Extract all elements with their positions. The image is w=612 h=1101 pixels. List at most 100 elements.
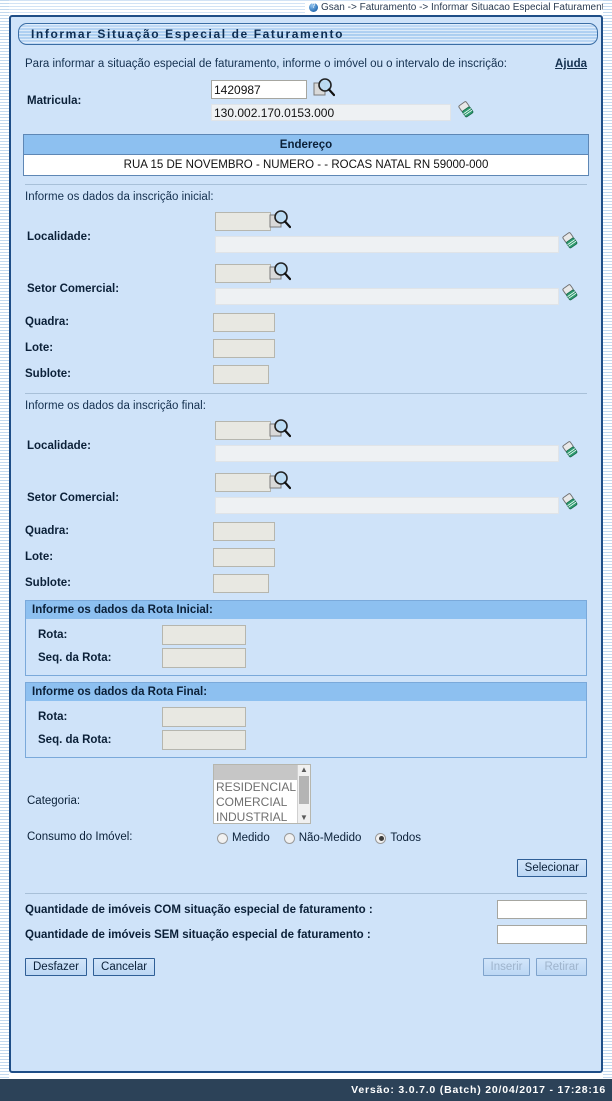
radio-nao-medido[interactable] (283, 832, 295, 844)
intro-text: Para informar a situação especial de fat… (25, 58, 507, 70)
radio-medido-label[interactable]: Medido (232, 832, 270, 844)
breadcrumb: Gsan -> Faturamento -> Informar Situacao… (304, 1, 610, 13)
localidade-inicial-search-icon[interactable] (269, 209, 292, 231)
localidade-final-code-input[interactable] (215, 421, 271, 440)
selecionar-row: Selecionar (23, 859, 587, 877)
action-button-bar: Desfazer Cancelar Inserir Retirar (25, 958, 587, 976)
selecionar-button[interactable]: Selecionar (516, 859, 587, 877)
matricula-input[interactable] (211, 80, 307, 99)
localidade-final-desc-input (215, 445, 559, 462)
localidade-final-search-icon[interactable] (269, 418, 292, 440)
localidade-final-eraser-icon[interactable] (561, 440, 581, 460)
categoria-options[interactable]: RESIDENCIAL COMERCIAL INDUSTRIAL (214, 765, 297, 823)
sublote-inicial-input[interactable] (213, 364, 269, 384)
lote-inicial-input[interactable] (213, 338, 275, 358)
app-window: Informar Situação Especial de Faturament… (9, 15, 603, 1073)
matricula-eraser-icon[interactable] (457, 100, 477, 120)
retirar-button[interactable]: Retirar (536, 958, 587, 976)
quantidade-sem-row: Quantidade de imóveis SEM situação espec… (25, 925, 587, 944)
table-header-row: Endereço (23, 134, 589, 155)
quadra-final-label: Quadra: (25, 525, 70, 537)
radio-todos[interactable] (375, 832, 387, 844)
categoria-row: Categoria: RESIDENCIAL COMERCIAL INDUSTR… (23, 763, 589, 829)
categoria-option-1[interactable]: RESIDENCIAL (216, 780, 297, 794)
categoria-scrollbar[interactable]: ▲ ▼ (297, 765, 310, 823)
setor-inicial-search-icon[interactable] (269, 261, 292, 283)
quantidade-com-input[interactable] (497, 900, 587, 919)
setor-inicial-eraser-icon[interactable] (561, 283, 581, 303)
setor-final-eraser-icon[interactable] (561, 492, 581, 512)
matricula-search-icon[interactable] (313, 77, 336, 99)
lote-inicial-label: Lote: (25, 342, 54, 354)
left-gutter (0, 0, 9, 1101)
sublote-final-row: Sublote: (23, 572, 589, 594)
setor-final-search-icon[interactable] (269, 470, 292, 492)
rota-inicial-group: Informe os dados da Rota Inicial: Rota: … (25, 600, 587, 676)
categoria-option-3[interactable]: INDUSTRIAL (216, 810, 288, 824)
right-gutter (603, 0, 612, 1101)
rota-inicial-seq-label: Seq. da Rota: (38, 651, 112, 664)
localidade-inicial-code-input[interactable] (215, 212, 271, 231)
setor-final-label: Setor Comercial: (27, 492, 120, 504)
quadra-final-row: Quadra: (23, 520, 589, 542)
rota-final-header: Informe os dados da Rota Final: (26, 683, 586, 701)
setor-inicial-label: Setor Comercial: (27, 283, 120, 295)
rota-final-seq-row: Seq. da Rota: (26, 728, 586, 751)
radio-medido[interactable] (217, 832, 228, 844)
endereco-table: Endereço RUA 15 DE NOVEMBRO - NUMERO - -… (23, 134, 589, 176)
setor-final-code-input[interactable] (215, 473, 271, 492)
localidade-inicial-desc-input (215, 236, 559, 253)
quantidade-com-label: Quantidade de imóveis COM situação espec… (25, 903, 373, 916)
divider-2 (25, 393, 587, 394)
scrollbar-thumb[interactable] (299, 776, 309, 804)
setor-inicial-desc-input (215, 288, 559, 305)
ajuda-link[interactable]: Ajuda (555, 58, 587, 70)
scroll-up-arrow-icon[interactable]: ▲ (300, 765, 308, 774)
categoria-option-0[interactable] (214, 765, 297, 780)
inserir-button[interactable]: Inserir (482, 958, 531, 976)
quantidade-com-row: Quantidade de imóveis COM situação espec… (25, 900, 587, 919)
inscricao-final-label: Informe os dados da inscrição final: (25, 400, 206, 412)
rota-inicial-rota-input[interactable] (162, 624, 246, 645)
rota-final-body: Rota: Seq. da Rota: (26, 701, 586, 757)
categoria-listbox[interactable]: RESIDENCIAL COMERCIAL INDUSTRIAL ▲ ▼ (213, 764, 311, 824)
inscricao-inicial-label: Informe os dados da inscrição inicial: (25, 191, 214, 203)
rota-inicial-body: Rota: Seq. da Rota: (26, 619, 586, 675)
sublote-final-label: Sublote: (25, 577, 71, 589)
intro-row: Para informar a situação especial de fat… (25, 58, 589, 70)
consumo-row: Consumo do Imóvel: Medido Não-Medido Tod… (23, 829, 589, 851)
quadra-inicial-label: Quadra: (25, 316, 70, 328)
consumo-label: Consumo do Imóvel: (27, 831, 133, 843)
scroll-down-arrow-icon[interactable]: ▼ (300, 813, 308, 822)
setor-final-desc-input (215, 497, 559, 514)
rota-inicial-rota-label: Rota: (38, 628, 68, 641)
categoria-option-2[interactable]: COMERCIAL (216, 795, 288, 809)
inscricao-inicial-fields: Localidade: (23, 209, 589, 305)
rota-final-group: Informe os dados da Rota Final: Rota: Se… (25, 682, 587, 758)
table-row: RUA 15 DE NOVEMBRO - NUMERO - - ROCAS NA… (23, 154, 589, 176)
rota-inicial-seq-row: Seq. da Rota: (26, 646, 586, 669)
categoria-label: Categoria: (27, 795, 81, 807)
localidade-inicial-eraser-icon[interactable] (561, 231, 581, 251)
cancelar-button[interactable]: Cancelar (93, 958, 156, 976)
rota-inicial-seq-input[interactable] (162, 647, 246, 668)
lote-final-row: Lote: (23, 546, 589, 568)
quadra-inicial-input[interactable] (213, 312, 275, 332)
radio-nao-medido-label[interactable]: Não-Medido (298, 832, 362, 844)
matricula-block: Matricula: (23, 78, 589, 128)
quantidade-sem-input[interactable] (497, 925, 587, 944)
setor-inicial-code-input[interactable] (215, 264, 271, 283)
breadcrumb-bar: Gsan -> Faturamento -> Informar Situacao… (0, 0, 612, 14)
rota-final-rota-input[interactable] (162, 706, 246, 727)
sublote-inicial-label: Sublote: (25, 368, 71, 380)
sublote-final-input[interactable] (213, 573, 269, 593)
lote-final-input[interactable] (213, 547, 275, 567)
left-button-group: Desfazer Cancelar (25, 958, 156, 976)
version-text: Versão: 3.0.7.0 (Batch) 20/04/2017 - 17:… (351, 1084, 606, 1096)
inscricao-final-fields: Localidade: (23, 418, 589, 514)
rota-final-seq-input[interactable] (162, 729, 246, 750)
desfazer-button[interactable]: Desfazer (25, 958, 88, 976)
quadra-final-input[interactable] (213, 521, 275, 541)
radio-todos-label[interactable]: Todos (390, 832, 422, 844)
help-globe-icon (308, 2, 318, 12)
